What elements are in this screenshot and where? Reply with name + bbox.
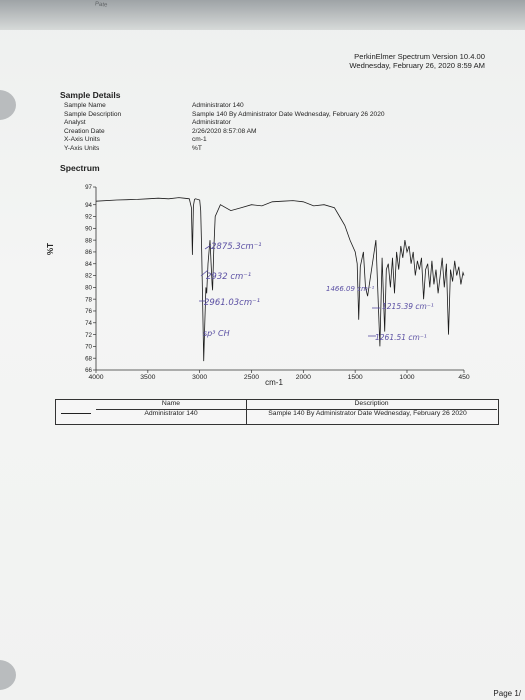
label-y-axis-units: Y-Axis Units (64, 144, 100, 152)
legend-name-value: Administrator 140 (144, 410, 198, 417)
x-tick-label: 2500 (244, 374, 259, 381)
y-tick-label: 97 (85, 184, 92, 191)
y-tick-label: 76 (85, 308, 92, 315)
annotation-2961: 2961.03cm⁻¹ (204, 298, 260, 308)
y-tick-label: 74 (85, 320, 92, 327)
y-tick-label: 70 (85, 344, 92, 351)
sample-details-labels: Sample Name Sample Description Analyst C… (64, 102, 121, 153)
report-header: PerkinElmer Spectrum Version 10.4.00 Wed… (349, 52, 485, 70)
annotation-1261: 1261.51 cm⁻¹ (375, 333, 427, 342)
value-sample-description: Sample 140 By Administrator Date Wednesd… (192, 110, 385, 118)
value-y-axis-units: %T (192, 144, 202, 152)
folded-page-edge: Pate (0, 0, 525, 30)
legend-line-sample (61, 413, 91, 414)
binder-hole-bottom (0, 660, 16, 690)
y-tick-label: 80 (85, 285, 92, 292)
x-tick-label: 3000 (192, 374, 207, 381)
binder-hole-top (0, 90, 16, 120)
value-creation-date: 2/26/2020 8:57:08 AM (192, 127, 257, 135)
annotation-sp3-ch: sp³ CH (203, 329, 230, 338)
sample-details-values: Administrator 140 Sample 140 By Administ… (192, 102, 385, 153)
page-number: Page 1/ (493, 689, 521, 698)
x-tick-label: 1000 (399, 374, 414, 381)
y-tick-label: 90 (85, 226, 92, 233)
label-x-axis-units: X-Axis Units (64, 136, 100, 143)
software-version: PerkinElmer Spectrum Version 10.4.00 (354, 52, 485, 61)
y-tick-label: 94 (85, 202, 92, 209)
chart-series (95, 197, 465, 362)
report-datetime: Wednesday, February 26, 2020 8:59 AM (349, 61, 485, 70)
label-sample-name: Sample Name (64, 102, 106, 109)
y-tick-label: 92 (85, 214, 92, 221)
y-tick-label: 88 (85, 237, 92, 244)
label-analyst: Analyst (64, 119, 86, 126)
chart-axes (95, 187, 464, 371)
y-tick-label: 78 (85, 296, 92, 303)
y-tick-label: 66 (85, 367, 92, 374)
legend-description-value: Sample 140 By Administrator Date Wednesd… (268, 410, 467, 417)
x-tick-label: 1500 (348, 374, 363, 381)
y-tick-label: 82 (85, 273, 92, 280)
label-sample-description: Sample Description (64, 110, 122, 118)
value-analyst: Administrator (192, 119, 231, 126)
annotation-2932: 2932 cm⁻¹ (206, 272, 251, 282)
x-tick-label: 2000 (296, 374, 311, 381)
x-tick-label: 3500 (140, 374, 155, 381)
value-x-axis-units: cm-1 (192, 136, 207, 143)
annotation-1466: 1466.09 cm⁻¹ (326, 285, 375, 293)
handwritten-annotations: 2875.3cm⁻¹ 2932 cm⁻¹ 2961.03cm⁻¹ sp³ CH … (203, 242, 434, 342)
spectrum-line-0 (95, 197, 465, 362)
x-tick-label: 4000 (88, 374, 103, 381)
legend-description-header: Description (246, 400, 497, 410)
y-tick-label: 68 (85, 355, 92, 362)
annotation-1215: 1215.39 cm⁻¹ (382, 302, 434, 311)
x-axis-label: cm-1 (265, 378, 283, 387)
sample-details-title: Sample Details (60, 90, 121, 100)
annotation-2875: 2875.3cm⁻¹ (211, 242, 262, 252)
legend-table: Name Administrator 140 Description Sampl… (55, 399, 499, 425)
label-creation-date: Creation Date (64, 127, 105, 135)
annotation-leader-lines (199, 244, 380, 337)
y-tick-label: 72 (85, 332, 92, 339)
y-tick-label: 86 (85, 249, 92, 256)
x-tick-label: 450 (458, 374, 470, 381)
leader-2875 (204, 244, 212, 250)
chart-ticks: 4000 3500 3000 2500 2000 1500 1000 450 97 94 92 90 8… (85, 184, 470, 381)
legend-separator (246, 400, 247, 424)
legend-name-header: Name (96, 400, 247, 410)
y-tick-label: 84 (85, 261, 92, 268)
value-sample-name: Administrator 140 (192, 102, 244, 109)
spectrum-title: Spectrum (60, 163, 100, 173)
leader-2932 (200, 269, 209, 277)
